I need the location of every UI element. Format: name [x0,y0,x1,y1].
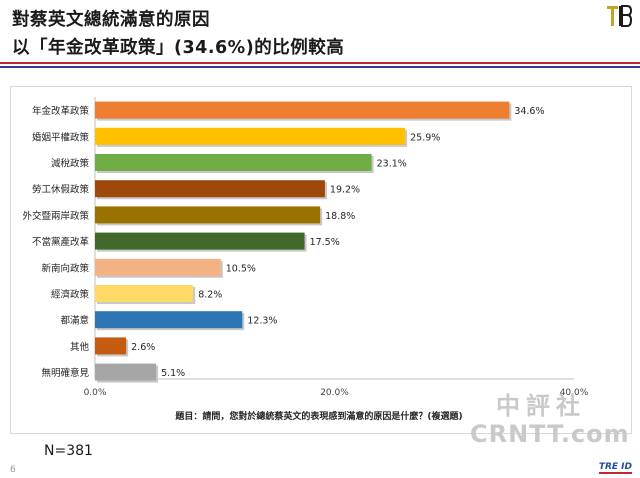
data-label: 19.2% [330,185,360,196]
data-label: 8.2% [198,290,222,301]
category-label: 勞工休假政策 [32,184,90,196]
bar-7 [95,285,194,302]
brand-footer-logo: TRE ID [598,462,632,474]
header-rule-blue [0,66,640,68]
bar-9 [95,337,127,355]
data-label: 2.6% [131,342,155,353]
question-note: 題目：請問，您對於總統蔡英文的表現感到滿意的原因是什麼？(複選題) [175,410,462,422]
data-label: 18.8% [325,211,355,222]
category-label: 其他 [70,341,90,353]
watermark-chinese: 中評社 [496,392,586,420]
bar-10 [95,363,157,381]
category-label: 經濟政策 [51,289,90,301]
data-label: 23.1% [377,159,407,170]
bar-3 [95,180,325,198]
page-number: 6 [10,465,16,475]
sample-size: N=381 [44,443,93,459]
bar-0 [95,101,510,119]
bar-6 [95,258,221,276]
bar-1 [95,127,406,145]
watermark-url: CRNTT.com [470,420,630,448]
data-label: 10.5% [226,263,256,274]
chart-frame: 年金改革政策 34.6% 婚姻平權政策 25.9% 減稅政策 23.1% 勞工休假政策 19.… [10,86,632,434]
data-label: 25.9% [410,132,440,143]
data-label: 34.6% [514,106,544,117]
brand-logo-icon [607,5,632,27]
x-tick-label: 20.0% [320,388,349,398]
bar-chart: 年金改革政策 34.6% 婚姻平權政策 25.9% 減稅政策 23.1% 勞工休假政策 19.… [22,97,589,422]
category-label: 無明確意見 [41,367,89,379]
category-label: 減稅政策 [51,158,90,170]
category-label: 外交暨兩岸政策 [22,210,89,222]
data-label: 12.3% [247,316,277,327]
slide-title-line1: 對蔡英文總統滿意的原因 [12,10,210,30]
slide-title-line2: 以「年金改革政策」(34.6%)的比例較高 [12,38,345,58]
header-rule-red [0,62,640,64]
bar-8 [95,311,243,329]
data-label: 17.5% [310,237,340,248]
x-tick-label: 0.0% [84,388,107,398]
category-label: 年金改革政策 [32,105,90,117]
data-label: 5.1% [161,368,185,379]
category-label: 婚姻平權政策 [32,131,90,143]
category-label: 不當黨產改革 [32,236,90,248]
bar-2 [95,154,372,171]
bar-4 [95,206,321,224]
x-tick-label: 40.0% [560,388,589,398]
category-label: 都滿意 [60,315,89,327]
bar-5 [95,232,305,250]
category-label: 新南向政策 [41,262,89,274]
